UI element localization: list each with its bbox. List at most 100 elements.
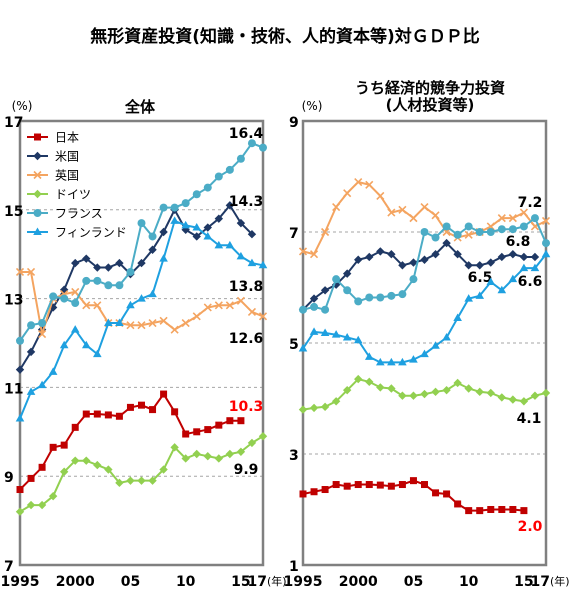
x-tick-label: 2000 xyxy=(339,574,378,590)
data-point-france xyxy=(71,299,80,308)
data-point-finland xyxy=(70,325,80,333)
data-point-uk xyxy=(497,214,506,223)
data-point-germany xyxy=(159,465,168,474)
data-point-finland xyxy=(398,357,407,366)
data-point-uk xyxy=(93,301,102,310)
data-point-finland xyxy=(236,251,246,260)
data-point-uk xyxy=(409,214,418,223)
data-point-uk xyxy=(192,312,201,321)
series-japan: 10.3 xyxy=(16,390,263,494)
data-point-germany xyxy=(342,385,352,395)
legend-label: 日本 xyxy=(55,131,79,145)
legend-swatch-marker xyxy=(34,133,41,141)
data-point-germany xyxy=(148,476,157,485)
data-point-finland xyxy=(81,340,91,349)
data-point-usa xyxy=(409,258,418,267)
data-point-france xyxy=(442,222,451,231)
data-point-germany xyxy=(192,449,201,459)
data-point-japan xyxy=(138,401,145,409)
data-point-germany xyxy=(486,388,495,398)
data-point-germany xyxy=(214,454,224,463)
data-label-france: 16.4 xyxy=(229,126,264,142)
data-point-japan xyxy=(171,408,179,416)
data-point-usa xyxy=(26,347,36,357)
data-point-france xyxy=(409,275,418,284)
data-point-japan xyxy=(476,507,484,515)
legend-swatch-marker xyxy=(33,170,42,180)
y-tick-label: 7 xyxy=(289,226,299,242)
data-point-finland xyxy=(353,335,363,344)
data-point-germany xyxy=(115,478,124,488)
data-point-japan xyxy=(38,463,46,471)
data-point-france xyxy=(464,222,473,231)
data-point-japan xyxy=(93,410,101,418)
data-label-uk: 12.6 xyxy=(229,331,264,347)
y-tick-label: 15 xyxy=(4,204,23,220)
data-point-finland xyxy=(37,380,47,389)
data-point-germany xyxy=(137,476,146,485)
data-point-usa xyxy=(508,250,518,259)
data-point-germany xyxy=(354,374,363,384)
data-point-uk xyxy=(71,287,80,297)
data-point-germany xyxy=(71,456,80,465)
data-point-japan xyxy=(343,482,351,490)
data-point-france xyxy=(475,228,484,236)
data-point-uk xyxy=(298,247,308,256)
data-point-finland xyxy=(298,344,308,352)
data-point-usa xyxy=(104,263,113,272)
data-point-uk xyxy=(236,296,245,305)
data-point-uk xyxy=(332,202,341,212)
data-point-france xyxy=(420,228,429,236)
plot-frame xyxy=(301,119,548,567)
data-point-uk xyxy=(354,177,363,187)
data-point-germany xyxy=(48,491,58,501)
data-point-france xyxy=(321,305,330,314)
data-point-usa xyxy=(365,252,374,262)
y-tick-label: 5 xyxy=(289,337,299,353)
data-point-finland xyxy=(59,340,69,349)
data-point-japan xyxy=(104,411,112,419)
data-point-finland xyxy=(225,240,235,249)
data-point-france xyxy=(508,225,517,234)
data-point-uk xyxy=(387,208,396,217)
data-point-germany xyxy=(247,438,257,448)
series-japan: 2.0 xyxy=(299,477,543,535)
x-tick-label: 1995 xyxy=(284,574,323,590)
data-point-japan xyxy=(193,428,201,436)
data-point-japan xyxy=(60,441,68,449)
data-point-japan xyxy=(376,481,384,489)
x-tick-label: 1995 xyxy=(1,574,40,590)
data-point-finland xyxy=(126,300,135,309)
data-point-finland xyxy=(15,413,25,422)
data-point-usa xyxy=(420,255,429,264)
y-axis-unit: (%) xyxy=(302,99,323,113)
series-finland: 13.8 xyxy=(15,216,268,422)
data-point-france xyxy=(486,228,495,236)
data-point-france xyxy=(104,281,113,290)
data-point-usa xyxy=(519,252,529,262)
data-point-finland xyxy=(170,216,179,224)
data-point-france xyxy=(431,233,440,242)
legend-label: 英国 xyxy=(55,169,79,183)
data-point-japan xyxy=(387,482,395,490)
data-point-japan xyxy=(421,481,428,489)
y-tick-label: 7 xyxy=(4,559,14,575)
data-point-japan xyxy=(182,430,190,438)
data-point-germany xyxy=(236,447,246,456)
data-point-japan xyxy=(160,390,168,398)
data-point-finland xyxy=(387,357,396,366)
legend-item-uk: 英国 xyxy=(27,169,79,183)
panel-title-line-2: (人材投資等) xyxy=(386,96,475,114)
data-point-france xyxy=(60,294,69,303)
data-point-japan xyxy=(71,423,79,431)
data-point-france xyxy=(365,293,374,302)
data-point-germany xyxy=(26,500,36,510)
data-point-uk xyxy=(15,267,25,277)
data-point-japan xyxy=(454,500,462,508)
data-point-usa xyxy=(82,254,91,263)
data-point-uk xyxy=(159,316,168,325)
data-point-uk xyxy=(258,312,268,321)
data-point-japan xyxy=(465,507,473,515)
data-point-france xyxy=(387,291,396,300)
